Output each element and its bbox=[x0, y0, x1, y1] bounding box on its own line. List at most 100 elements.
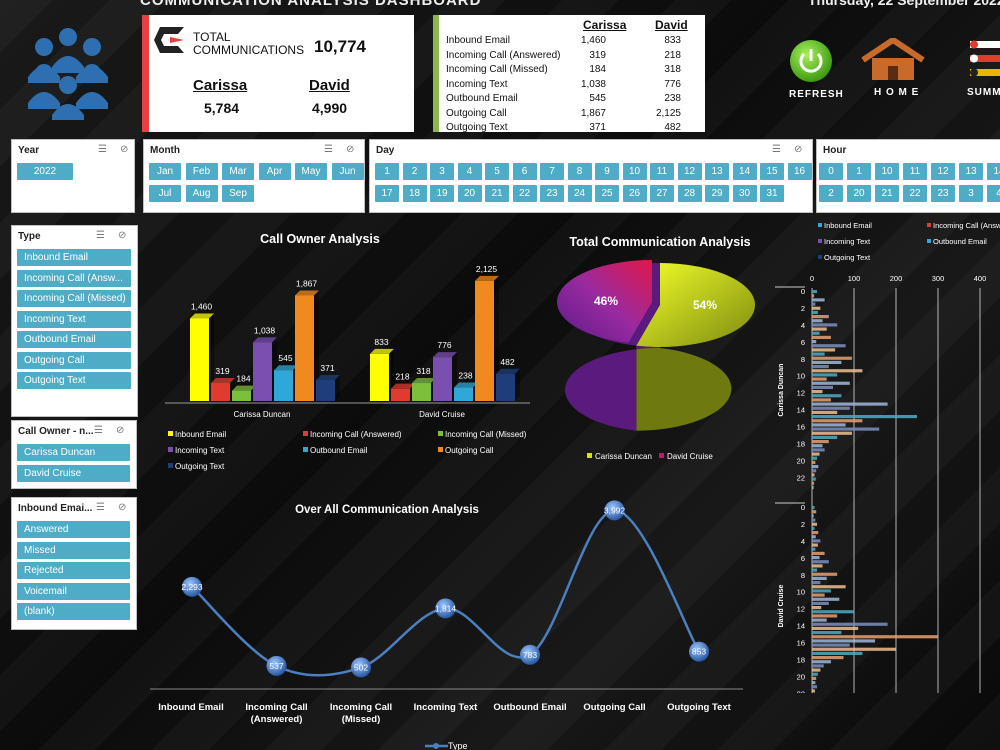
slicer-item-day[interactable]: 2 bbox=[402, 163, 427, 180]
slicer-item-month[interactable]: Feb bbox=[185, 163, 218, 180]
bar bbox=[253, 337, 277, 401]
slicer-item-month[interactable]: Apr bbox=[258, 163, 291, 180]
slicer-item-day[interactable]: 15 bbox=[760, 163, 784, 180]
slicer-item-day[interactable]: 14 bbox=[732, 163, 757, 180]
slicer-title: Inbound Emai... bbox=[18, 503, 93, 514]
slicer-item-day[interactable]: 5 bbox=[485, 163, 509, 180]
slicer-item-day[interactable]: 21 bbox=[485, 185, 509, 202]
multi-select-icon[interactable]: ☰ bbox=[324, 144, 333, 155]
slicer-item-day[interactable]: 31 bbox=[760, 185, 784, 202]
slicer-item-day[interactable]: 18 bbox=[402, 185, 427, 202]
slicer-item-day[interactable]: 13 bbox=[705, 163, 729, 180]
slicer-item-inbound[interactable]: Answered bbox=[17, 521, 130, 538]
slicer-item-day[interactable]: 24 bbox=[567, 185, 592, 202]
slicer-item-hour[interactable]: 23 bbox=[931, 185, 955, 202]
clear-filter-icon[interactable]: ⊘ bbox=[794, 144, 803, 155]
hour-bar bbox=[812, 535, 816, 539]
slicer-item-inbound[interactable]: Voicemail bbox=[17, 582, 130, 600]
slicer-item-day[interactable]: 25 bbox=[595, 185, 619, 202]
summary-label: SUMM bbox=[967, 87, 1000, 98]
multi-select-icon[interactable]: ☰ bbox=[94, 425, 103, 436]
slicer-item-month[interactable]: Aug bbox=[185, 185, 218, 202]
slicer-item-hour[interactable]: 20 bbox=[847, 185, 871, 202]
slicer-item-day[interactable]: 1 bbox=[375, 163, 399, 180]
slicer-item-day[interactable]: 29 bbox=[705, 185, 729, 202]
clear-filter-icon[interactable]: ⊘ bbox=[118, 502, 127, 513]
slicer-item-day[interactable]: 6 bbox=[512, 163, 537, 180]
slicer-item-type[interactable]: Incoming Call (Answ... bbox=[17, 269, 131, 287]
slicer-item-inbound[interactable]: Missed bbox=[17, 541, 130, 559]
slicer-item-day[interactable]: 7 bbox=[540, 163, 564, 180]
hour-bar bbox=[812, 485, 814, 489]
clear-filter-icon[interactable]: ⊘ bbox=[346, 144, 355, 155]
slicer-item-day[interactable]: 22 bbox=[512, 185, 537, 202]
slicer-item-day[interactable]: 10 bbox=[622, 163, 647, 180]
legend-swatch bbox=[168, 431, 173, 436]
slicer-item-day[interactable]: 12 bbox=[677, 163, 702, 180]
slicer-item-hour[interactable]: 2 bbox=[819, 185, 843, 202]
slicer-item-day[interactable]: 19 bbox=[430, 185, 454, 202]
slicer-item-hour[interactable]: 14 bbox=[987, 163, 1000, 180]
slicer-item-type[interactable]: Outgoing Call bbox=[17, 351, 131, 369]
slicer-item-day[interactable]: 30 bbox=[732, 185, 757, 202]
slicer-item-hour[interactable]: 22 bbox=[903, 185, 927, 202]
slicer-item-month[interactable]: May bbox=[295, 163, 327, 180]
slicer-item-inbound[interactable]: Rejected bbox=[17, 562, 130, 579]
slicer-item-owner[interactable]: David Cruise bbox=[17, 464, 130, 482]
slicer-item-hour[interactable]: 21 bbox=[875, 185, 899, 202]
slicer-item-owner[interactable]: Carissa Duncan bbox=[17, 444, 130, 461]
slicer-item-day[interactable]: 26 bbox=[622, 185, 647, 202]
slicer-item-year[interactable]: 2022 bbox=[17, 163, 73, 180]
slicer-item-hour[interactable]: 12 bbox=[931, 163, 955, 180]
slicer-item-hour[interactable]: 0 bbox=[819, 163, 843, 180]
slicer-item-type[interactable]: Incoming Text bbox=[17, 310, 131, 328]
slicer-item-hour[interactable]: 3 bbox=[959, 185, 983, 202]
multi-select-icon[interactable]: ☰ bbox=[96, 502, 105, 513]
refresh-button[interactable]: REFRESH bbox=[786, 40, 843, 102]
y-tick-label: 20 bbox=[797, 456, 805, 465]
slicer-item-day[interactable]: 20 bbox=[457, 185, 482, 202]
slicer-item-type[interactable]: Inbound Email bbox=[17, 249, 131, 266]
slicer-item-month[interactable]: Sep bbox=[222, 185, 254, 202]
slicer-item-type[interactable]: Outgoing Text bbox=[17, 372, 131, 389]
data-point-label: 2,293 bbox=[181, 582, 203, 592]
bar-value-label: 184 bbox=[236, 374, 250, 384]
slicer-item-month[interactable]: Mar bbox=[222, 163, 254, 180]
hour-bar bbox=[812, 589, 831, 593]
summary-button[interactable]: SUMM bbox=[962, 38, 1000, 102]
slicer-item-hour[interactable]: 13 bbox=[959, 163, 983, 180]
slicer-item-hour[interactable]: 1 bbox=[847, 163, 871, 180]
slicer-item-day[interactable]: 3 bbox=[430, 163, 454, 180]
clear-filter-icon[interactable]: ⊘ bbox=[118, 230, 127, 241]
hour-bar bbox=[812, 444, 823, 448]
clear-filter-icon[interactable]: ⊘ bbox=[120, 144, 129, 155]
hour-bar bbox=[812, 415, 917, 419]
multi-select-icon[interactable]: ☰ bbox=[772, 144, 781, 155]
slicer-item-type[interactable]: Incoming Call (Missed) bbox=[17, 290, 131, 307]
multi-select-icon[interactable]: ☰ bbox=[96, 230, 105, 241]
slicer-item-hour[interactable]: 4 bbox=[987, 185, 1000, 202]
slicer-item-month[interactable]: Jul bbox=[149, 185, 181, 202]
slicer-item-inbound[interactable]: (blank) bbox=[17, 603, 130, 620]
y-tick-label: 8 bbox=[801, 355, 805, 364]
slicer-item-day[interactable]: 23 bbox=[540, 185, 564, 202]
legend-swatch bbox=[818, 255, 822, 259]
slicer-item-day[interactable]: 27 bbox=[650, 185, 674, 202]
slicer-item-type[interactable]: Outbound Email bbox=[17, 331, 131, 348]
category-label: Inbound Email bbox=[158, 702, 223, 713]
slicer-item-day[interactable]: 9 bbox=[595, 163, 619, 180]
hourly-distribution-chart: Inbound Email Incoming Call (Answ Incoming… bbox=[775, 221, 1000, 693]
slicer-item-day[interactable]: 28 bbox=[677, 185, 702, 202]
slicer-item-month[interactable]: Jun bbox=[331, 163, 364, 180]
slicer-item-hour[interactable]: 11 bbox=[903, 163, 927, 180]
clear-filter-icon[interactable]: ⊘ bbox=[116, 425, 125, 436]
home-button[interactable]: H O M E bbox=[860, 38, 930, 102]
slicer-item-month[interactable]: Jan bbox=[149, 163, 181, 180]
multi-select-icon[interactable]: ☰ bbox=[98, 144, 107, 155]
slicer-item-day[interactable]: 16 bbox=[787, 163, 812, 180]
slicer-item-day[interactable]: 17 bbox=[375, 185, 399, 202]
slicer-item-day[interactable]: 4 bbox=[457, 163, 482, 180]
slicer-item-day[interactable]: 11 bbox=[650, 163, 674, 180]
slicer-item-hour[interactable]: 10 bbox=[875, 163, 899, 180]
slicer-item-day[interactable]: 8 bbox=[567, 163, 592, 180]
